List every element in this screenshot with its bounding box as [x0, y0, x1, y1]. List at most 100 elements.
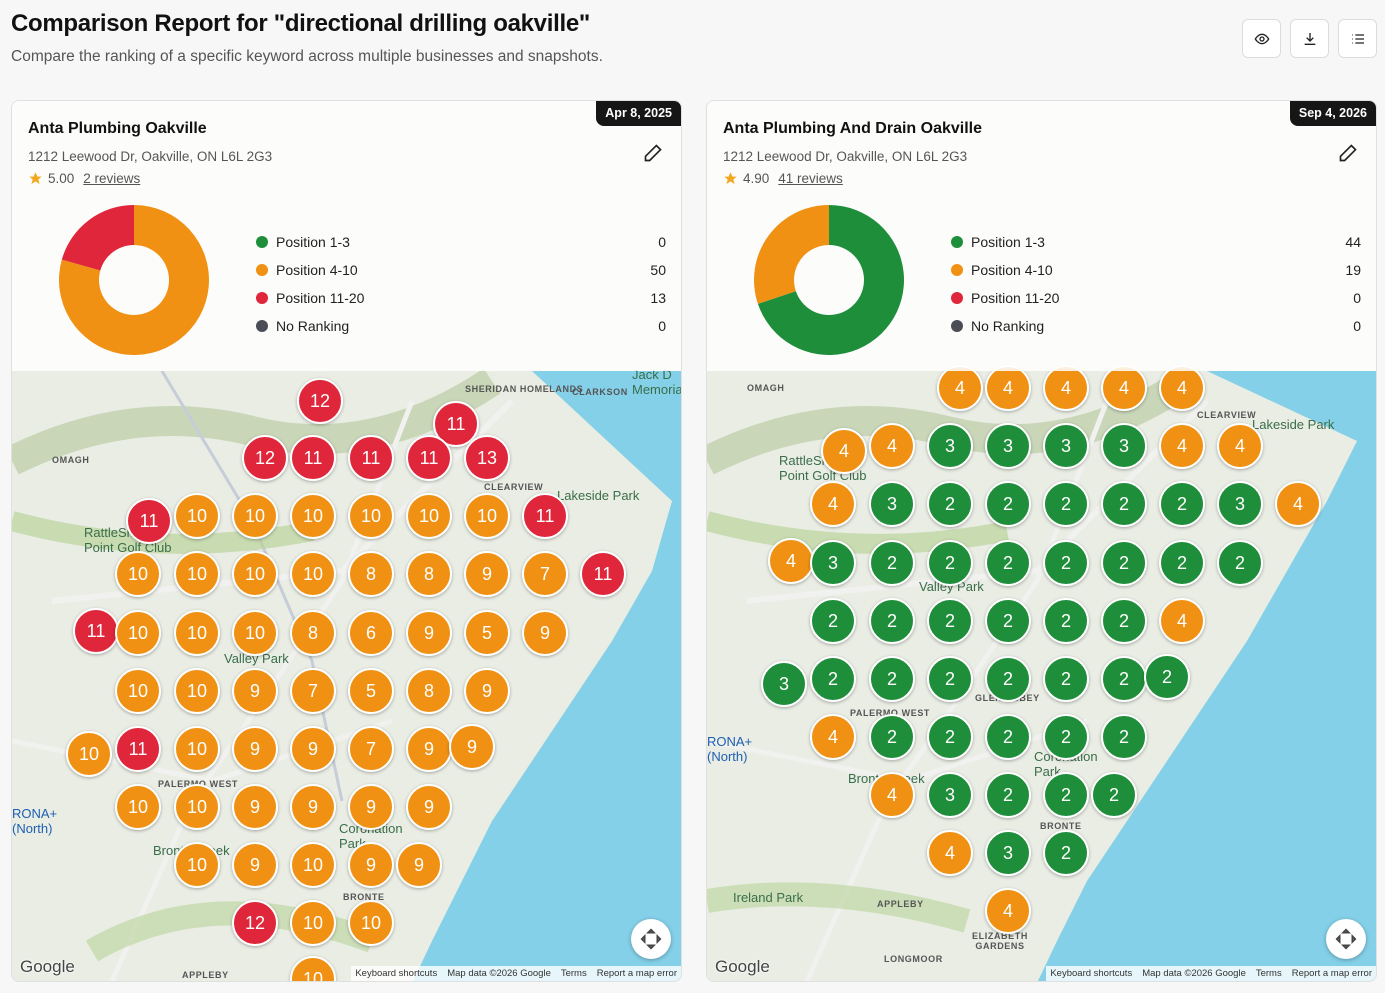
rank-marker[interactable]: 4 — [1159, 423, 1205, 469]
rank-marker[interactable]: 2 — [1043, 772, 1089, 818]
rank-marker[interactable]: 4 — [810, 481, 856, 527]
rank-marker[interactable]: 3 — [927, 772, 973, 818]
rank-marker[interactable]: 2 — [985, 656, 1031, 702]
rank-marker[interactable]: 4 — [821, 428, 867, 474]
rank-marker[interactable]: 3 — [869, 481, 915, 527]
rank-marker[interactable]: 2 — [1159, 540, 1205, 586]
rank-marker[interactable]: 11 — [126, 498, 172, 544]
rank-marker[interactable]: 10 — [464, 493, 510, 539]
rank-marker[interactable]: 11 — [406, 435, 452, 481]
rank-marker[interactable]: 4 — [810, 714, 856, 760]
rank-marker[interactable]: 13 — [464, 435, 510, 481]
rank-marker[interactable]: 2 — [927, 481, 973, 527]
rank-marker[interactable]: 10 — [115, 784, 161, 830]
rank-marker[interactable]: 2 — [1144, 654, 1190, 700]
rank-marker[interactable]: 7 — [290, 668, 336, 714]
rank-marker[interactable]: 9 — [406, 610, 452, 656]
rank-marker[interactable]: 10 — [115, 668, 161, 714]
rank-marker[interactable]: 5 — [464, 610, 510, 656]
rank-marker[interactable]: 4 — [927, 830, 973, 876]
rank-marker[interactable]: 2 — [985, 772, 1031, 818]
rank-marker[interactable]: 6 — [348, 610, 394, 656]
rank-marker[interactable]: 2 — [927, 714, 973, 760]
rank-marker[interactable]: 9 — [232, 842, 278, 888]
rank-marker[interactable]: 2 — [985, 714, 1031, 760]
rank-marker[interactable]: 10 — [174, 610, 220, 656]
rank-marker[interactable]: 7 — [522, 551, 568, 597]
rank-marker[interactable]: 2 — [1101, 540, 1147, 586]
rank-marker[interactable]: 12 — [242, 435, 288, 481]
rank-marker[interactable]: 11 — [115, 726, 161, 772]
rank-marker[interactable]: 2 — [1043, 714, 1089, 760]
rank-marker[interactable]: 3 — [985, 830, 1031, 876]
rank-marker[interactable]: 9 — [406, 784, 452, 830]
rank-marker[interactable]: 2 — [1043, 540, 1089, 586]
rank-marker[interactable]: 2 — [985, 481, 1031, 527]
rank-marker[interactable]: 3 — [810, 540, 856, 586]
rank-marker[interactable]: 2 — [927, 540, 973, 586]
rank-marker[interactable]: 12 — [232, 900, 278, 946]
rank-marker[interactable]: 4 — [1159, 598, 1205, 644]
rank-marker[interactable]: 9 — [522, 610, 568, 656]
rank-marker[interactable]: 9 — [406, 726, 452, 772]
view-button[interactable] — [1242, 19, 1281, 58]
rank-marker[interactable]: 2 — [869, 598, 915, 644]
rank-marker[interactable]: 9 — [348, 784, 394, 830]
rank-marker[interactable]: 10 — [406, 493, 452, 539]
rank-marker[interactable]: 9 — [449, 724, 495, 770]
rank-marker[interactable]: 4 — [1217, 423, 1263, 469]
rank-marker[interactable]: 10 — [174, 726, 220, 772]
rank-marker[interactable]: 10 — [115, 610, 161, 656]
rank-marker[interactable]: 4 — [869, 772, 915, 818]
rank-marker[interactable]: 2 — [869, 656, 915, 702]
rank-marker[interactable]: 10 — [174, 493, 220, 539]
rank-marker[interactable]: 10 — [348, 900, 394, 946]
rank-marker[interactable]: 2 — [985, 540, 1031, 586]
rank-marker[interactable]: 7 — [348, 726, 394, 772]
rank-marker[interactable]: 10 — [174, 842, 220, 888]
rank-marker[interactable]: 3 — [761, 661, 807, 707]
rank-marker[interactable]: 9 — [348, 842, 394, 888]
terms-link[interactable]: Terms — [560, 968, 587, 979]
report-error-link[interactable]: Report a map error — [596, 968, 677, 979]
rank-marker[interactable]: 9 — [464, 551, 510, 597]
list-button[interactable] — [1338, 19, 1377, 58]
rank-marker[interactable]: 10 — [232, 610, 278, 656]
rank-marker[interactable]: 8 — [290, 610, 336, 656]
rank-marker[interactable]: 4 — [1043, 365, 1089, 411]
rank-marker[interactable]: 2 — [1159, 481, 1205, 527]
rank-marker[interactable]: 2 — [985, 598, 1031, 644]
rank-marker[interactable]: 11 — [522, 493, 568, 539]
rank-marker[interactable]: 9 — [290, 784, 336, 830]
rank-marker[interactable]: 11 — [348, 435, 394, 481]
terms-link[interactable]: Terms — [1255, 968, 1282, 979]
rank-marker[interactable]: 9 — [464, 668, 510, 714]
rank-marker[interactable]: 10 — [115, 551, 161, 597]
rank-marker[interactable]: 10 — [290, 900, 336, 946]
rank-marker[interactable]: 2 — [869, 540, 915, 586]
rank-marker[interactable]: 2 — [1043, 598, 1089, 644]
rank-marker[interactable]: 2 — [1043, 656, 1089, 702]
rank-marker[interactable]: 2 — [1101, 481, 1147, 527]
keyboard-shortcuts-link[interactable]: Keyboard shortcuts — [355, 968, 438, 979]
reviews-link[interactable]: 2 reviews — [83, 171, 141, 186]
rank-marker[interactable]: 3 — [1101, 423, 1147, 469]
rank-marker[interactable]: 2 — [810, 656, 856, 702]
edit-button[interactable] — [643, 143, 663, 163]
rank-marker[interactable]: 2 — [1043, 830, 1089, 876]
rank-marker[interactable]: 2 — [1101, 656, 1147, 702]
rank-marker[interactable]: 3 — [1217, 481, 1263, 527]
download-button[interactable] — [1290, 19, 1329, 58]
rank-marker[interactable]: 11 — [580, 551, 626, 597]
rank-marker[interactable]: 4 — [869, 423, 915, 469]
rank-marker[interactable]: 4 — [1159, 365, 1205, 411]
rank-marker[interactable]: 10 — [290, 493, 336, 539]
rank-marker[interactable]: 11 — [73, 608, 119, 654]
rank-marker[interactable]: 2 — [1091, 772, 1137, 818]
reviews-link[interactable]: 41 reviews — [778, 171, 843, 186]
rank-marker[interactable]: 2 — [1101, 714, 1147, 760]
rank-marker[interactable]: 10 — [290, 842, 336, 888]
rank-marker[interactable]: 2 — [1043, 481, 1089, 527]
rank-marker[interactable]: 2 — [1101, 598, 1147, 644]
rank-marker[interactable]: 10 — [174, 668, 220, 714]
